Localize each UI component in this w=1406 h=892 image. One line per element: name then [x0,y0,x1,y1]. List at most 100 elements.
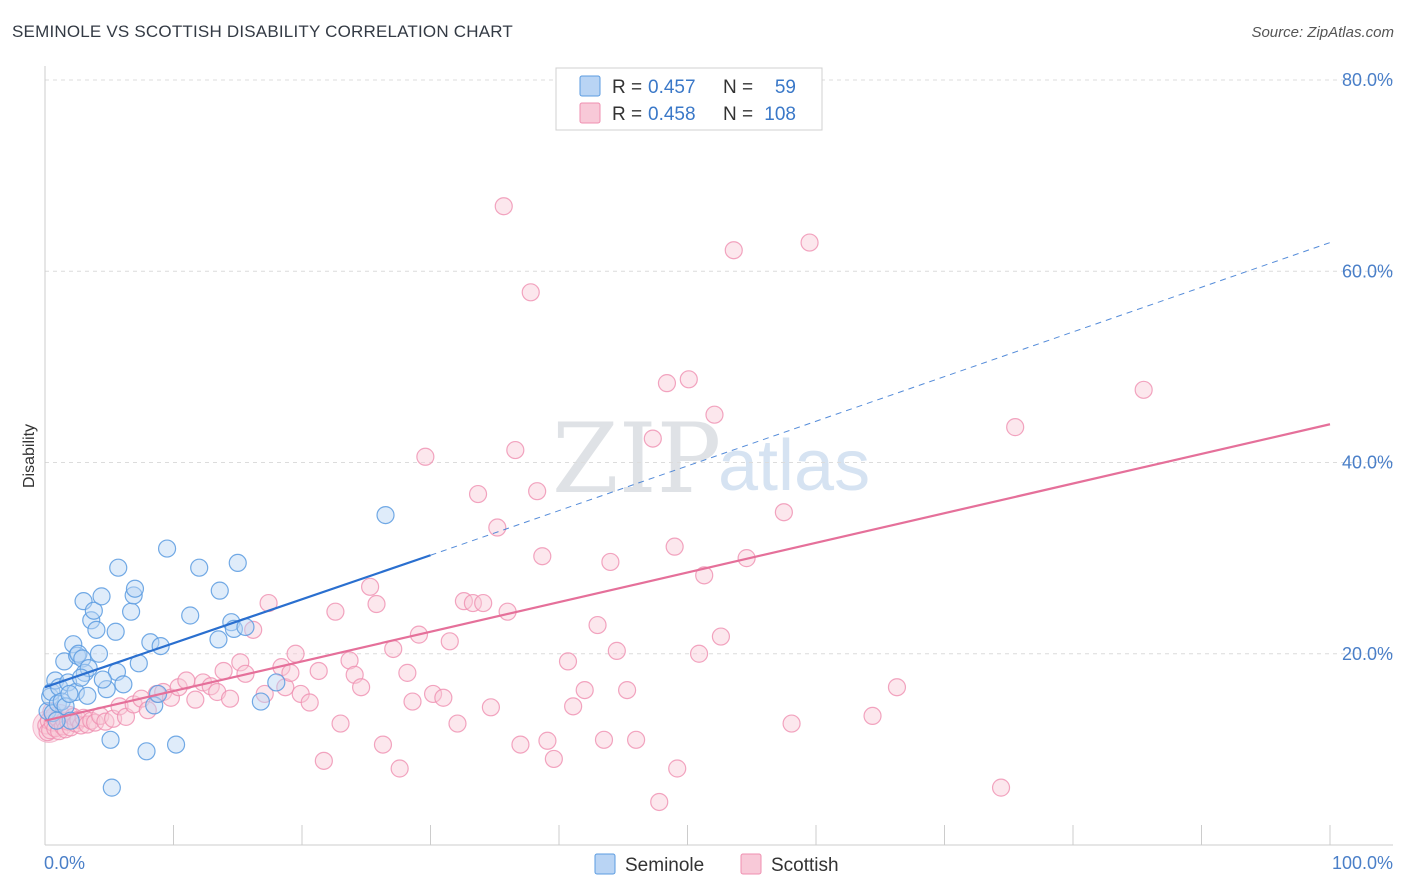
scottish-point [494,197,513,216]
scottish-point [1134,380,1153,399]
y-tick-label: 20.0% [1342,644,1393,664]
scottish-point [367,594,386,614]
seminole-point [114,675,133,694]
scottish-point [607,641,626,660]
seminole-point [125,579,145,598]
seminole-point [64,635,83,654]
seminole-point [78,686,97,705]
scottish-point [705,405,724,424]
scottish-point [528,482,547,501]
seminole-point [73,649,92,668]
legend-r-value-seminole: 0.457 [648,77,696,98]
scottish-point [724,241,743,260]
x-tick-label: 0.0% [44,853,85,873]
scottish-point [390,759,409,778]
scottish-point [214,661,233,681]
scottish-point [588,615,607,635]
seminole-point [47,711,66,730]
legend-r-value-scottish: 0.458 [648,104,696,125]
series-legend: Seminole Scottish [594,853,839,876]
scottish-point [558,652,578,671]
scottish-point [626,730,646,749]
stats-legend: R = 0.457 N = 59 R = 0.458 N = 108 [555,67,823,131]
scottish-point [423,684,443,704]
bottom-legend-seminole: Seminole [625,855,704,876]
bottom-legend-swatch-scottish [740,853,762,875]
seminole-point [181,606,200,625]
seminole-point [79,658,98,678]
scottish-point [481,698,500,717]
scottish-point [300,693,319,712]
scottish-point [398,663,417,682]
scottish-point [416,447,435,466]
scottish-point [643,429,662,448]
scottish-point [220,689,240,708]
scottish-point [326,602,345,621]
seminole-point [157,539,177,558]
seminole-point [106,622,125,641]
scottish-point [463,593,483,613]
seminole-point [228,553,247,573]
legend-swatch-scottish [579,102,601,124]
scottish-point [186,690,205,709]
chart-title: SEMINOLE VS SCOTTISH DISABILITY CORRELAT… [12,22,514,41]
scottish-point [668,759,687,778]
seminole-point [124,586,143,605]
x-tick-label: 100.0% [1332,853,1393,873]
scottish-point [657,374,677,393]
scottish-point [695,566,714,585]
seminole-point [84,601,103,620]
legend-n-value-scottish: 108 [764,104,796,125]
seminole-point [210,581,229,600]
bottom-legend-scottish: Scottish [771,855,839,876]
scottish-point [544,749,563,769]
scottish-point [1006,418,1025,437]
scottish-point [689,644,709,663]
scottish-point [440,632,459,651]
y-tick-label: 80.0% [1342,70,1393,90]
y-tick-labels: 20.0% 40.0% 60.0% 80.0% [1342,70,1393,664]
scottish-point [403,692,422,711]
y-axis-label: Disability [21,424,38,488]
scottish-point [511,735,530,754]
watermark-atlas: atlas [718,426,870,506]
scottish-point [533,547,552,566]
axes [44,66,1393,846]
seminole-point [267,673,286,692]
scottish-point [434,688,453,707]
scottish-point [774,503,793,522]
legend-r-label-scottish: R = [612,104,642,125]
seminole-point [92,587,111,606]
scottish-point [782,714,801,733]
source-credit: Source: ZipAtlas.com [1251,24,1394,41]
scottish-trend-line [44,423,1331,722]
seminole-point [87,620,106,639]
trend-lines [44,242,1331,722]
scottish-point [314,751,333,770]
scottish-point [488,518,507,537]
seminole-point [151,636,170,656]
seminole-trend-line [44,554,431,689]
y-tick-label: 60.0% [1342,261,1393,281]
seminole-point [60,684,79,704]
scottish-point [800,233,819,252]
scottish-point [679,370,698,389]
seminole-point [166,735,186,754]
scottish-point [863,706,882,726]
seminole-point [209,630,228,649]
scottish-point [276,678,295,697]
scottish-point [468,484,488,504]
scottish-point [474,593,493,613]
scottish-point [309,661,328,681]
seminole-point [251,692,270,711]
scottish-point [564,697,583,716]
seminole-point [102,778,121,797]
seminole-point [66,682,85,702]
legend-n-label-scottish: N = [723,104,753,125]
scottish-point [448,714,467,733]
scottish-point [384,639,403,659]
scottish-point [991,778,1011,797]
scottish-point [538,731,557,750]
scottish-point [711,627,731,646]
